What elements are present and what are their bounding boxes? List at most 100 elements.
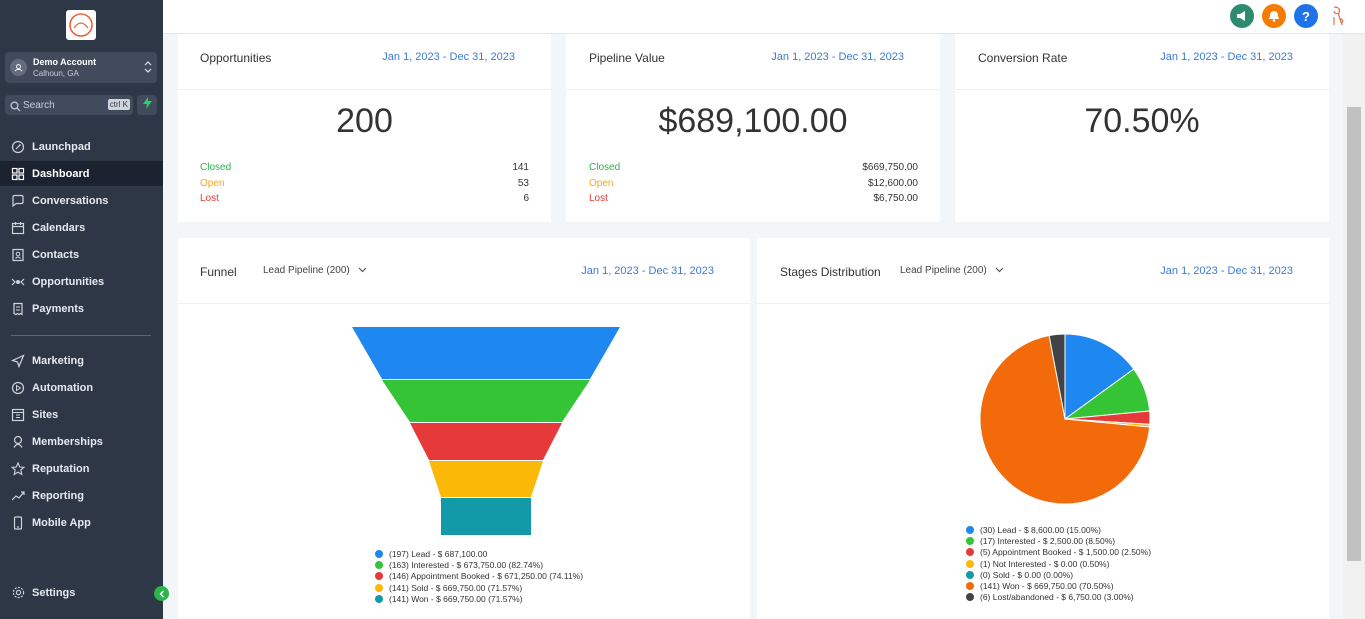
- date-range[interactable]: Jan 1, 2023 - Dec 31, 2023: [382, 51, 515, 63]
- opportunities-count: 200: [336, 102, 393, 140]
- funnel-segment-interested[interactable]: [382, 380, 590, 422]
- sidebar-item-label: Contacts: [32, 248, 80, 261]
- date-range[interactable]: Jan 1, 2023 - Dec 31, 2023: [1160, 265, 1293, 277]
- card-divider: [178, 89, 551, 90]
- conversion-rate-value: 70.50%: [1084, 102, 1200, 140]
- legend-label: (5) Appointment Booked - $ 1,500.00 (2.5…: [980, 547, 1152, 558]
- legend-label: (197) Lead - $ 687,100.00: [389, 548, 488, 559]
- search-shortcut: ctrl K: [107, 99, 130, 110]
- phone-icon: [11, 515, 25, 530]
- pipeline-total: $689,100.00: [658, 102, 848, 140]
- sidebar-item-calendars[interactable]: Calendars: [0, 215, 163, 240]
- pipeline-dropdown-label: Lead Pipeline (200): [263, 265, 350, 276]
- sidebar-item-contacts[interactable]: Contacts: [0, 242, 163, 267]
- legend-label: (163) Interested - $ 673,750.00 (82.74%): [389, 559, 544, 570]
- scrollbar-thumb[interactable]: [1347, 107, 1361, 561]
- pie-slice-lost-abandoned[interactable]: [1048, 333, 1066, 420]
- legend-swatch: [966, 582, 974, 591]
- sidebar-item-settings[interactable]: Settings: [0, 580, 163, 605]
- legend-item[interactable]: (5) Appointment Booked - $ 1,500.00 (2.5…: [966, 547, 1151, 558]
- legend-item[interactable]: (30) Lead - $ 8,600.00 (15.00%): [966, 524, 1151, 535]
- sidebar-item-reputation[interactable]: Reputation: [0, 456, 163, 481]
- funnel-segment-won[interactable]: [441, 498, 531, 535]
- legend-label: (30) Lead - $ 8,600.00 (15.00%): [980, 524, 1101, 535]
- chat-icon: [11, 194, 25, 208]
- funnel-segment-appointment-booked[interactable]: [410, 423, 562, 460]
- collapse-sidebar-button[interactable]: [154, 586, 169, 601]
- legend-item[interactable]: (141) Won - $ 669,750.00 (70.50%): [966, 580, 1151, 591]
- pie-slice-won[interactable]: [979, 334, 1151, 505]
- bell-icon[interactable]: [1262, 4, 1286, 28]
- legend-item[interactable]: (163) Interested - $ 673,750.00 (82.74%): [375, 559, 583, 570]
- sidebar-item-payments[interactable]: Payments: [0, 296, 163, 321]
- card-divider: [757, 303, 1329, 304]
- sidebar-item-label: Reporting: [32, 489, 84, 502]
- legend-item[interactable]: (141) Sold - $ 669,750.00 (71.57%): [375, 582, 583, 593]
- sidebar-item-opportunities[interactable]: Opportunities: [0, 269, 163, 294]
- gear-icon: [11, 586, 25, 600]
- sidebar-item-reporting[interactable]: Reporting: [0, 483, 163, 508]
- sidebar-item-label: Settings: [32, 586, 76, 599]
- legend-label: (141) Won - $ 669,750.00 (70.50%): [980, 581, 1114, 592]
- top-bar: ?: [163, 0, 1365, 34]
- sidebar-item-launchpad[interactable]: Launchpad: [0, 134, 163, 159]
- card-title: Pipeline Value: [589, 51, 665, 65]
- stages-distribution-card: Stages Distribution Lead Pipeline (200) …: [757, 238, 1329, 619]
- legend-label: (141) Won - $ 669,750.00 (71.57%): [389, 593, 523, 604]
- rocket-icon: [11, 140, 25, 154]
- legend-swatch: [966, 548, 974, 557]
- sidebar-item-dashboard[interactable]: Dashboard: [0, 161, 163, 186]
- closed-label: Closed: [589, 162, 621, 173]
- help-icon[interactable]: ?: [1294, 4, 1318, 28]
- pipeline-dropdown[interactable]: Lead Pipeline (200): [900, 265, 1004, 276]
- sidebar-item-label: Launchpad: [32, 140, 91, 153]
- legend-swatch: [375, 560, 383, 569]
- card-title: Conversion Rate: [978, 51, 1068, 65]
- sites-icon: [11, 408, 25, 422]
- legend-item[interactable]: (197) Lead - $ 687,100.00: [375, 548, 583, 559]
- conversion-rate-card: Conversion Rate Jan 1, 2023 - Dec 31, 20…: [955, 34, 1329, 222]
- sidebar-item-conversations[interactable]: Conversations: [0, 188, 163, 213]
- funnel-card: Funnel Lead Pipeline (200) Jan 1, 2023 -…: [178, 238, 750, 619]
- legend-item[interactable]: (1) Not Interested - $ 0.00 (0.50%): [966, 558, 1151, 569]
- card-title: Funnel: [200, 265, 237, 279]
- card-divider: [566, 89, 940, 90]
- lost-value: $6,750.00: [873, 193, 919, 204]
- date-range[interactable]: Jan 1, 2023 - Dec 31, 2023: [771, 51, 904, 63]
- sidebar-item-memberships[interactable]: Memberships: [0, 429, 163, 454]
- sidebar-item-label: Mobile App: [32, 516, 91, 529]
- search-box[interactable]: Search ctrl K: [5, 95, 133, 115]
- legend-swatch: [375, 583, 383, 592]
- closed-value: $669,750.00: [862, 162, 918, 173]
- card-title: Opportunities: [200, 51, 272, 65]
- funnel-segment-sold[interactable]: [429, 461, 543, 497]
- sidebar-item-sites[interactable]: Sites: [0, 402, 163, 427]
- legend-item[interactable]: (17) Interested - $ 2,500.00 (8.50%): [966, 535, 1151, 546]
- sidebar-item-mobile-app[interactable]: Mobile App: [0, 510, 163, 535]
- legend-item[interactable]: (0) Sold - $ 0.00 (0.00%): [966, 569, 1151, 580]
- lost-label: Lost: [589, 193, 608, 204]
- legend-item[interactable]: (146) Appointment Booked - $ 671,250.00 …: [375, 571, 583, 582]
- date-range[interactable]: Jan 1, 2023 - Dec 31, 2023: [581, 265, 714, 277]
- pie-legend: (30) Lead - $ 8,600.00 (15.00%) (17) Inte…: [966, 524, 1151, 603]
- pie-slice-lead[interactable]: [1064, 333, 1135, 420]
- date-range[interactable]: Jan 1, 2023 - Dec 31, 2023: [1160, 51, 1293, 63]
- account-name: Demo Account: [33, 57, 97, 67]
- funnel-legend: (197) Lead - $ 687,100.00 (163) Intereste…: [375, 548, 583, 604]
- megaphone-icon[interactable]: [1230, 4, 1254, 28]
- funnel-chart: [352, 327, 620, 535]
- account-switcher[interactable]: Demo Account Calhoun, GA: [5, 52, 157, 83]
- legend-item[interactable]: (6) Lost/abandoned - $ 6,750.00 (3.00%): [966, 592, 1151, 603]
- pipeline-dropdown[interactable]: Lead Pipeline (200): [263, 265, 367, 276]
- grid-icon: [11, 167, 25, 181]
- sidebar-item-automation[interactable]: Automation: [0, 375, 163, 400]
- lost-value: 6: [523, 193, 529, 204]
- legend-swatch: [375, 594, 383, 603]
- company-logo[interactable]: [66, 10, 96, 40]
- funnel-icon: [11, 275, 25, 289]
- sidebar-item-marketing[interactable]: Marketing: [0, 348, 163, 373]
- funnel-segment-lead[interactable]: [352, 327, 620, 379]
- quick-actions-button[interactable]: [137, 95, 157, 115]
- legend-item[interactable]: (141) Won - $ 669,750.00 (71.57%): [375, 593, 583, 604]
- user-avatar[interactable]: [1326, 4, 1350, 28]
